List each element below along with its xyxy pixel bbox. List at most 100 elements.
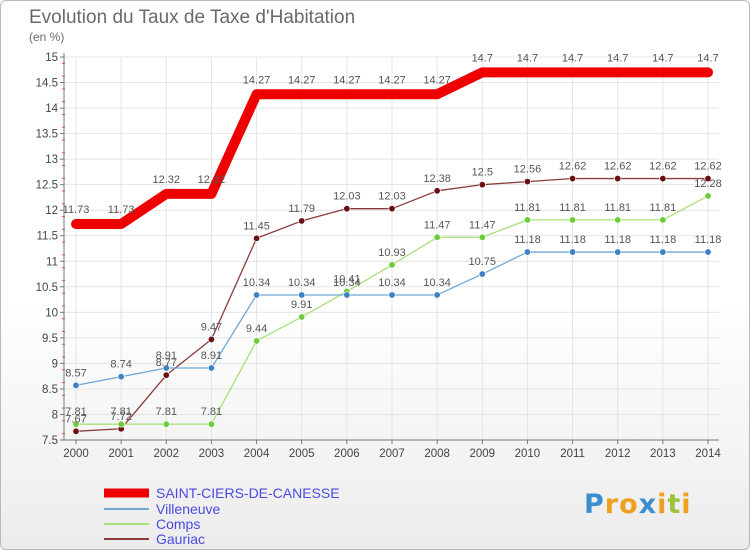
data-label: 14.7 (697, 52, 718, 64)
x-tick-label: 2006 (334, 448, 360, 460)
y-tick-label: 8.5 (42, 384, 58, 396)
data-label: 7.67 (65, 413, 86, 425)
data-label: 10.34 (378, 277, 406, 289)
data-label: 11.45 (243, 220, 270, 232)
data-label: 9.91 (291, 299, 312, 311)
data-point (389, 292, 395, 298)
data-label: 11.81 (649, 202, 676, 214)
data-label: 14.7 (607, 52, 628, 64)
logo-letter: t (667, 489, 681, 520)
y-tick-label: 8 (52, 409, 58, 421)
legend-label: Villeneuve (156, 501, 221, 517)
data-label: 10.34 (288, 277, 316, 289)
data-label: 12.5 (472, 167, 493, 179)
data-label: 10.75 (469, 256, 497, 268)
proxiti-logo: Proxiti (584, 489, 692, 520)
data-point (569, 217, 575, 223)
y-tick-label: 14.5 (36, 78, 58, 90)
data-point (434, 188, 440, 194)
data-label: 12.56 (514, 164, 542, 176)
data-label: 10.93 (378, 247, 406, 259)
data-label: 12.32 (198, 174, 226, 186)
y-tick-label: 10 (45, 307, 58, 319)
data-point (524, 178, 530, 184)
data-label: 11.81 (514, 202, 541, 214)
data-point (208, 336, 214, 342)
data-label: 14.7 (472, 52, 493, 64)
data-label: 12.03 (333, 191, 361, 203)
y-tick-label: 10.5 (36, 282, 58, 294)
y-tick-label: 12 (45, 205, 58, 217)
data-point (524, 249, 530, 255)
legend-label: Gauriac (156, 531, 205, 547)
data-label: 8.91 (201, 350, 222, 362)
data-label: 12.38 (423, 173, 451, 185)
data-label: 12.32 (153, 174, 181, 186)
data-point (479, 234, 485, 240)
x-tick-label: 2009 (469, 448, 495, 460)
data-label: 11.79 (288, 203, 315, 215)
x-tick-label: 2008 (424, 448, 450, 460)
data-label: 14.27 (333, 74, 361, 86)
data-label: 10.34 (243, 277, 271, 289)
x-tick-label: 2004 (244, 448, 270, 460)
data-label: 12.62 (604, 161, 632, 173)
data-point (615, 249, 621, 255)
logo-letter: i (681, 489, 691, 520)
y-tick-label: 9.5 (42, 333, 58, 345)
y-tick-label: 11 (46, 256, 58, 268)
data-point (253, 338, 259, 344)
data-label: 8.74 (110, 359, 131, 371)
data-label: 12.62 (649, 161, 677, 173)
x-tick-label: 2014 (695, 448, 721, 460)
data-point (208, 421, 214, 427)
y-tick-label: 9 (52, 358, 58, 370)
data-point (299, 218, 305, 224)
logo-letter: x (639, 489, 657, 520)
data-point (569, 175, 575, 181)
data-label: 9.44 (246, 323, 267, 335)
data-label: 14.27 (243, 74, 271, 86)
y-tick-label: 11.5 (36, 231, 58, 243)
data-label: 14.7 (652, 52, 673, 64)
data-label: 12.62 (694, 161, 722, 173)
y-tick-label: 13.5 (36, 129, 58, 141)
data-point (344, 205, 350, 211)
data-label: 14.7 (517, 52, 538, 64)
data-label: 11.18 (514, 234, 541, 246)
data-label: 8.57 (65, 367, 86, 379)
data-label: 14.27 (378, 74, 406, 86)
x-tick-label: 2010 (515, 448, 541, 460)
data-point (660, 217, 666, 223)
data-label: 11.18 (649, 234, 676, 246)
data-point (615, 217, 621, 223)
chart-frame: Evolution du Taux de Taxe d'Habitation (… (0, 0, 750, 550)
legend-label: SAINT-CIERS-DE-CANESSE (156, 485, 340, 501)
data-label: 10.34 (423, 277, 451, 289)
data-point (299, 292, 305, 298)
data-point (615, 175, 621, 181)
data-point (163, 372, 169, 378)
data-point (479, 181, 485, 187)
x-tick-label: 2011 (560, 448, 585, 460)
data-label: 11.81 (604, 202, 631, 214)
data-label: 11.81 (559, 202, 586, 214)
x-tick-label: 2005 (289, 448, 315, 460)
data-label: 12.03 (378, 191, 406, 203)
logo-letter: r (605, 489, 619, 520)
data-point (73, 428, 79, 434)
data-label: 11.18 (695, 234, 722, 246)
data-point (118, 373, 124, 379)
logo-letter: o (619, 489, 639, 520)
data-label: 11.18 (604, 234, 631, 246)
x-tick-label: 2012 (605, 448, 631, 460)
data-label: 11.47 (424, 219, 451, 231)
data-point (660, 175, 666, 181)
data-point (705, 193, 711, 199)
data-point (73, 382, 79, 388)
data-label: 11.73 (63, 204, 90, 216)
y-tick-label: 15 (45, 52, 58, 64)
data-point (569, 249, 575, 255)
data-label: 12.62 (559, 161, 587, 173)
x-tick-label: 2000 (63, 448, 89, 460)
